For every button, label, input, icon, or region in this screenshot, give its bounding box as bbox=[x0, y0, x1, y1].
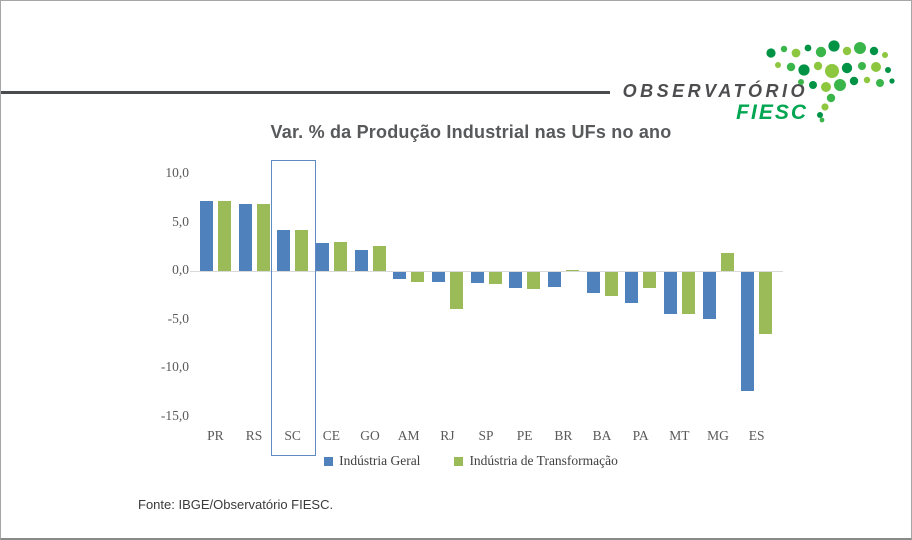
y-tick-label: -10,0 bbox=[160, 359, 189, 374]
legend-label: Indústria de Transformação bbox=[469, 453, 618, 468]
x-label-AM: AM bbox=[397, 428, 420, 443]
bar-GO-industria-transformacao bbox=[372, 245, 386, 271]
bar-MG-industria-geral bbox=[702, 272, 716, 319]
bar-PA-industria-geral bbox=[625, 272, 639, 304]
x-label-GO: GO bbox=[360, 428, 380, 443]
bar-SP-industria-transformacao bbox=[488, 272, 502, 284]
legend-swatch-icon bbox=[324, 456, 334, 466]
x-label-PE: PE bbox=[516, 428, 533, 443]
source-note: Fonte: IBGE/Observatório FIESC. bbox=[138, 497, 334, 512]
chart-legend: Indústria Geral Indústria de Transformaçã… bbox=[151, 453, 791, 469]
y-tick-label: -5,0 bbox=[167, 310, 189, 326]
x-label-SC: SC bbox=[284, 428, 301, 443]
bar-RJ-industria-geral bbox=[431, 272, 445, 282]
x-label-SP: SP bbox=[478, 428, 494, 443]
x-label-ES: ES bbox=[748, 428, 765, 443]
y-tick-label: 0,0 bbox=[172, 262, 189, 277]
bar-BR-industria-geral bbox=[547, 272, 561, 287]
y-tick-label: 5,0 bbox=[172, 213, 189, 229]
bar-SC-industria-transformacao bbox=[295, 230, 309, 271]
bar-PA-industria-transformacao bbox=[643, 272, 657, 288]
x-label-RS: RS bbox=[245, 428, 263, 443]
bar-SC-industria-geral bbox=[277, 230, 291, 271]
legend-swatch-icon bbox=[454, 456, 464, 466]
bar-SP-industria-geral bbox=[470, 272, 484, 283]
x-label-PR: PR bbox=[207, 428, 224, 443]
x-axis-zero-line bbox=[190, 271, 783, 272]
bar-CE-industria-transformacao bbox=[333, 241, 347, 271]
bar-PR-industria-geral bbox=[199, 201, 213, 271]
x-label-BR: BR bbox=[554, 428, 573, 443]
legend-label: Indústria Geral bbox=[339, 453, 421, 468]
legend-item: Indústria de Transformação bbox=[454, 453, 618, 469]
bar-PR-industria-transformacao bbox=[217, 201, 231, 271]
bar-MG-industria-transformacao bbox=[720, 252, 734, 271]
bar-BR-industria-transformacao bbox=[565, 270, 579, 271]
bar-RJ-industria-transformacao bbox=[449, 272, 463, 309]
bar-BA-industria-geral bbox=[586, 272, 600, 294]
bar-GO-industria-geral bbox=[354, 249, 368, 271]
header-rule bbox=[1, 91, 610, 94]
bar-AM-industria-geral bbox=[393, 272, 407, 279]
brand-fiesc: FIESC bbox=[736, 101, 808, 124]
bar-MT-industria-transformacao bbox=[681, 272, 695, 314]
y-tick-label: -15,0 bbox=[160, 407, 189, 423]
bar-PE-industria-geral bbox=[509, 272, 523, 289]
sc-map-dots-icon bbox=[766, 40, 895, 123]
bar-ES-industria-geral bbox=[741, 272, 755, 392]
x-label-BA: BA bbox=[592, 428, 612, 443]
bar-BA-industria-transformacao bbox=[604, 272, 618, 297]
chart-title: Var. % da Produção Industrial nas UFs no… bbox=[270, 122, 672, 142]
bar-ES-industria-transformacao bbox=[759, 272, 773, 335]
x-label-RJ: RJ bbox=[440, 428, 455, 443]
x-label-MG: MG bbox=[707, 428, 729, 443]
x-label-PA: PA bbox=[632, 428, 649, 443]
legend-item: Indústria Geral bbox=[324, 453, 420, 469]
x-label-MT: MT bbox=[669, 428, 690, 443]
x-label-CE: CE bbox=[322, 428, 340, 443]
highlight-box-SC bbox=[270, 160, 317, 456]
bar-PE-industria-transformacao bbox=[527, 272, 541, 290]
bar-RS-industria-geral bbox=[238, 204, 252, 271]
bar-AM-industria-transformacao bbox=[411, 272, 425, 282]
bar-RS-industria-transformacao bbox=[256, 204, 270, 271]
bar-CE-industria-geral bbox=[315, 242, 329, 271]
bar-MT-industria-geral bbox=[663, 272, 677, 314]
brand-observatorio: OBSERVATÓRIO bbox=[622, 81, 808, 101]
y-tick-label: 10,0 bbox=[165, 165, 189, 180]
